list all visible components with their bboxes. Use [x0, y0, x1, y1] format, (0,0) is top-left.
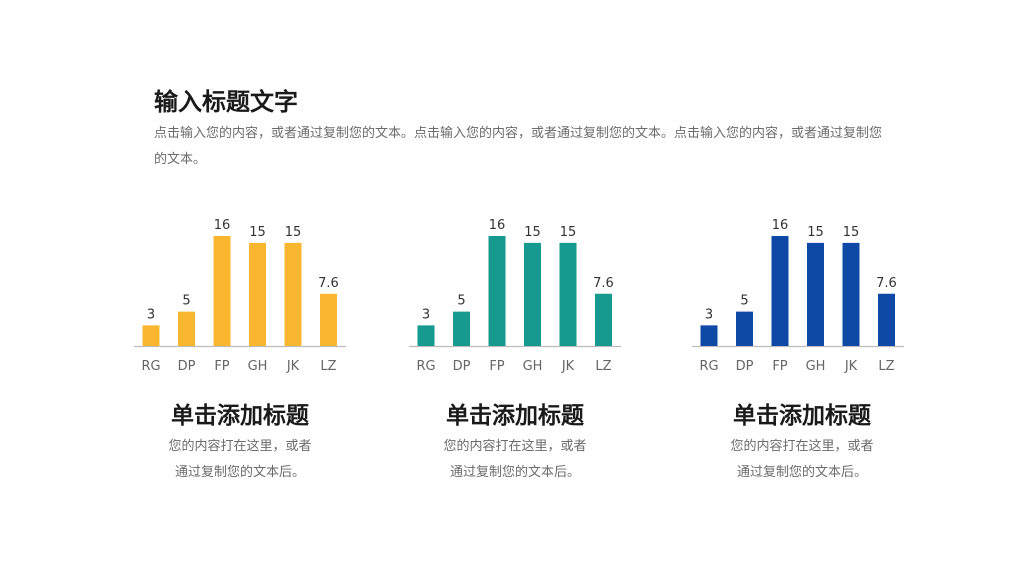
- x-tick-label: LZ: [878, 359, 894, 374]
- x-tick-label: DP: [453, 359, 471, 374]
- x-tick-label: FP: [214, 359, 229, 374]
- bar: [249, 242, 266, 346]
- data-label: 3: [422, 307, 430, 322]
- data-label: 5: [740, 294, 748, 309]
- card-text-line: 通过复制您的文本后。: [449, 465, 580, 480]
- data-label: 7.6: [318, 276, 339, 291]
- card-title: 单击添加标题: [171, 403, 309, 429]
- x-tick-label: RG: [416, 359, 435, 374]
- chart-svg: 3 RG 5 DP 16 FP 15 GH 15 JK 7.6 LZ: [134, 218, 346, 374]
- data-label: 15: [249, 225, 266, 240]
- intro-text: 点击输入您的内容，或者通过复制您的文本。点击输入您的内容，或者通过复制您的文本。…: [154, 126, 883, 167]
- data-label: 15: [843, 225, 860, 240]
- bar: [488, 236, 506, 346]
- x-tick-label: GH: [248, 359, 268, 374]
- card-text-line: 通过复制您的文本后。: [174, 465, 305, 480]
- x-tick-label: GH: [523, 359, 543, 374]
- bar-chart-1: 3 RG 5 DP 16 FP 15 GH 15 JK 7.6 LZ: [130, 200, 390, 390]
- bar: [559, 242, 577, 346]
- data-label: 15: [524, 225, 541, 240]
- page-title: 输入标题文字: [154, 88, 298, 116]
- chart-svg: 3 RG 5 DP 16 FP 15 GH 15 JK 7.6 LZ: [409, 218, 621, 374]
- data-label: 3: [147, 307, 155, 322]
- x-tick-label: RG: [699, 359, 718, 374]
- data-label: 3: [705, 307, 713, 322]
- x-tick-label: FP: [489, 359, 504, 374]
- x-tick-label: JK: [286, 359, 300, 374]
- data-label: 16: [214, 218, 231, 233]
- bar: [524, 242, 541, 346]
- card-title: 单击添加标题: [446, 403, 584, 429]
- bar: [142, 325, 160, 346]
- data-label: 16: [489, 218, 506, 233]
- x-tick-label: LZ: [595, 359, 611, 374]
- x-tick-label: FP: [772, 359, 787, 374]
- bar: [878, 293, 895, 346]
- bar: [595, 293, 612, 346]
- x-tick-label: DP: [178, 359, 196, 374]
- bar: [807, 242, 824, 346]
- card-text: 您的内容打在这里，或者 通过复制您的文本后。: [385, 434, 645, 486]
- data-label: 15: [807, 225, 824, 240]
- bar: [700, 325, 718, 346]
- card-title: 单击添加标题: [733, 403, 871, 429]
- x-tick-label: JK: [561, 359, 575, 374]
- card-text-line: 通过复制您的文本后。: [736, 465, 867, 480]
- x-tick-label: GH: [806, 359, 826, 374]
- bar: [213, 236, 231, 346]
- bar: [842, 242, 860, 346]
- data-label: 7.6: [876, 276, 897, 291]
- data-label: 7.6: [593, 276, 614, 291]
- x-tick-label: DP: [736, 359, 754, 374]
- bar: [178, 311, 195, 346]
- bar: [284, 242, 302, 346]
- bar-chart-3: 3 RG 5 DP 16 FP 15 GH 15 JK 7.6 LZ: [688, 200, 948, 390]
- card-text-line: 您的内容打在这里，或者: [168, 439, 312, 454]
- x-tick-label: JK: [844, 359, 858, 374]
- chart-svg: 3 RG 5 DP 16 FP 15 GH 15 JK 7.6 LZ: [692, 218, 904, 374]
- data-label: 5: [457, 294, 465, 309]
- x-tick-label: LZ: [320, 359, 336, 374]
- bar: [771, 236, 789, 346]
- card-text-line: 您的内容打在这里，或者: [730, 439, 874, 454]
- bar: [453, 311, 470, 346]
- bar: [320, 293, 337, 346]
- data-label: 15: [285, 225, 302, 240]
- data-label: 5: [182, 294, 190, 309]
- data-label: 15: [560, 225, 577, 240]
- card-text: 您的内容打在这里，或者 通过复制您的文本后。: [672, 434, 932, 486]
- card-text-line: 您的内容打在这里，或者: [443, 439, 587, 454]
- bar-chart-2: 3 RG 5 DP 16 FP 15 GH 15 JK 7.6 LZ: [405, 200, 665, 390]
- data-label: 16: [772, 218, 789, 233]
- x-tick-label: RG: [141, 359, 160, 374]
- bar: [417, 325, 435, 346]
- bar: [736, 311, 753, 346]
- card-text: 您的内容打在这里，或者 通过复制您的文本后。: [110, 434, 370, 486]
